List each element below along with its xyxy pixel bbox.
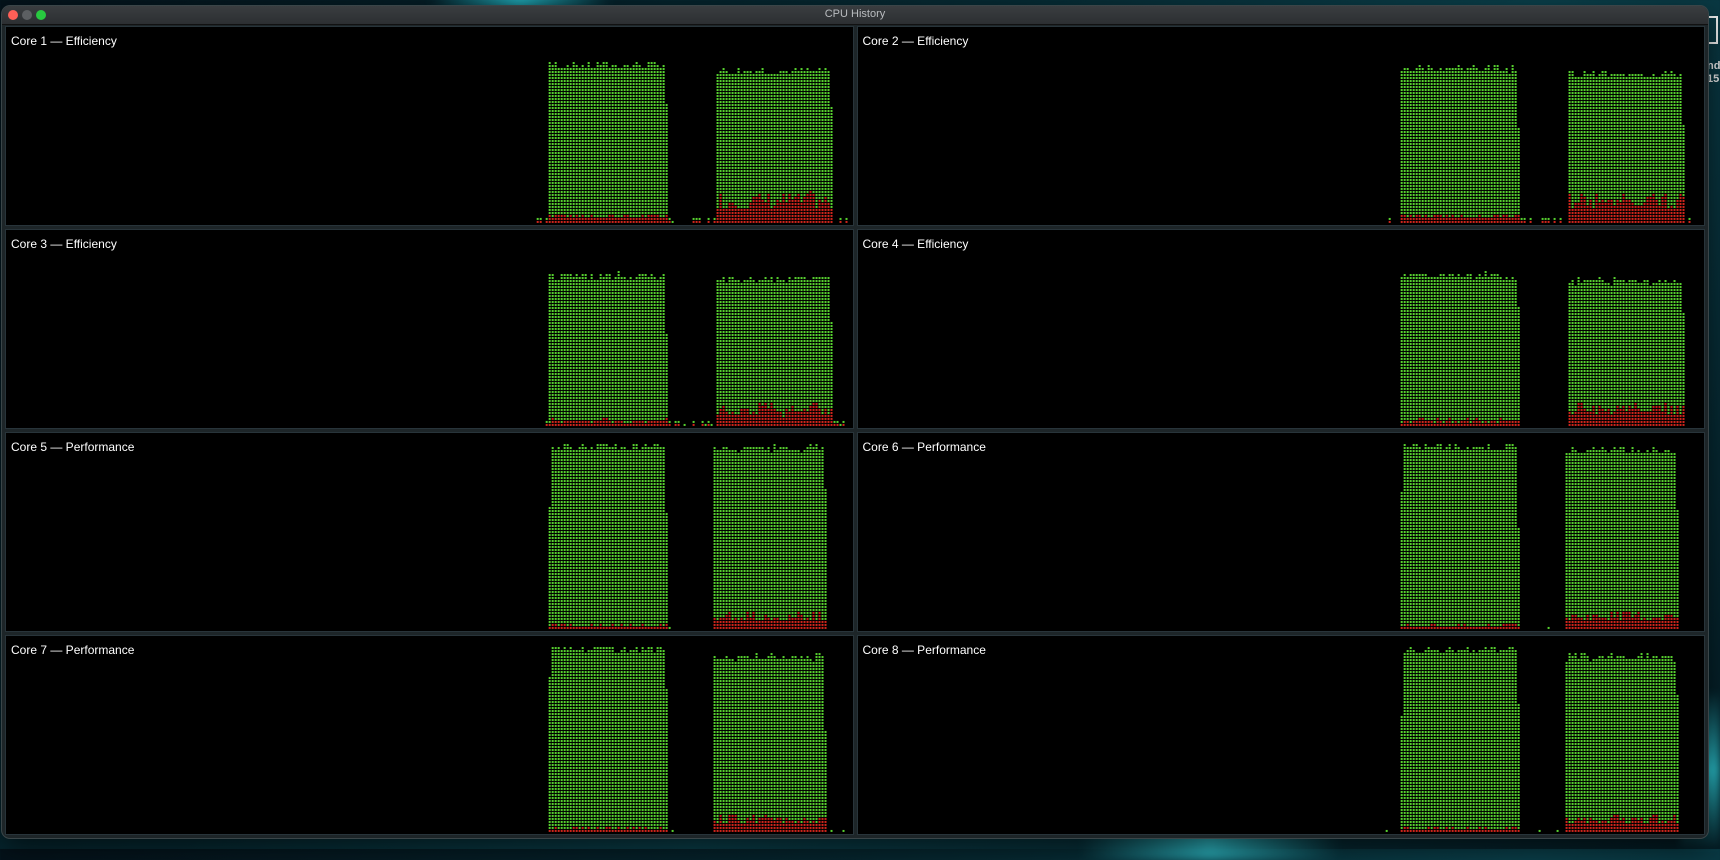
core-panel: Core 8 — Performance bbox=[856, 635, 1705, 835]
core-label: Core 8 — Performance bbox=[863, 643, 986, 657]
core-panel: Core 2 — Efficiency bbox=[856, 26, 1705, 226]
window-titlebar[interactable]: CPU History bbox=[2, 6, 1708, 25]
cpu-history-window: CPU History Core 1 — Efficiency Core 2 — … bbox=[2, 6, 1708, 838]
close-button[interactable] bbox=[8, 10, 18, 20]
minimize-button[interactable] bbox=[22, 10, 32, 20]
core-history-graph bbox=[1385, 647, 1679, 832]
core-label: Core 2 — Efficiency bbox=[863, 34, 969, 48]
core-panel: Core 7 — Performance bbox=[5, 635, 854, 835]
core-panel: Core 1 — Efficiency bbox=[5, 26, 854, 226]
core-history-graph bbox=[1400, 444, 1679, 629]
core-label: Core 7 — Performance bbox=[11, 643, 134, 657]
desktop-text: 15 bbox=[1707, 73, 1719, 86]
window-title: CPU History bbox=[2, 8, 1708, 20]
core-panel: Core 6 — Performance bbox=[856, 432, 1705, 632]
core-history-graph bbox=[548, 647, 845, 832]
core-panel: Core 5 — Performance bbox=[5, 432, 854, 632]
core-label: Core 5 — Performance bbox=[11, 440, 134, 454]
core-panel: Core 4 — Efficiency bbox=[856, 229, 1705, 429]
core-label: Core 3 — Efficiency bbox=[11, 237, 117, 251]
core-history-graph bbox=[1388, 65, 1691, 223]
wallpaper-glow bbox=[430, 0, 610, 10]
core-history-graph bbox=[545, 271, 845, 426]
core-label: Core 1 — Efficiency bbox=[11, 34, 117, 48]
zoom-button[interactable] bbox=[36, 10, 46, 20]
desktop-text: nd bbox=[1707, 60, 1720, 73]
core-label: Core 4 — Efficiency bbox=[863, 237, 969, 251]
core-grid: Core 1 — Efficiency Core 2 — Efficiency Co… bbox=[5, 26, 1705, 835]
core-label: Core 6 — Performance bbox=[863, 440, 986, 454]
core-panel: Core 3 — Efficiency bbox=[5, 229, 854, 429]
core-history-graph bbox=[548, 444, 827, 629]
core-history-graph bbox=[536, 62, 848, 223]
core-history-graph bbox=[1400, 271, 1685, 426]
desktop-widget-edge bbox=[1708, 16, 1718, 44]
